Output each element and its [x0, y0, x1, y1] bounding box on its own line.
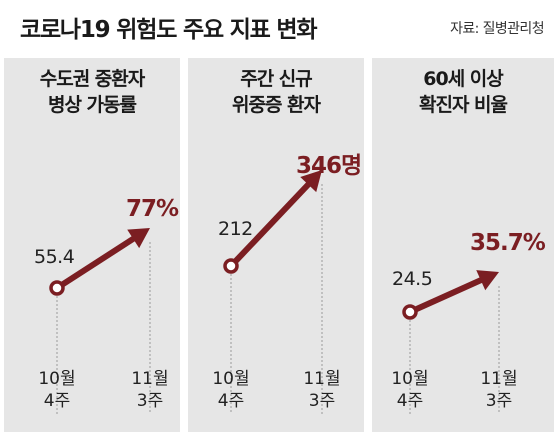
- source-note: 자료: 질병관리청: [450, 21, 545, 37]
- x-tick-start: 10월 4주: [206, 368, 256, 412]
- panel-elderly-ratio: 60세 이상 확진자 비율 24.5 35.7% 10월 4주 11월 3주: [372, 58, 554, 432]
- x-tick-end: 11월 3주: [125, 368, 175, 412]
- end-value-label: 35.7%: [470, 230, 546, 256]
- x-tick-week: 3주: [136, 391, 164, 411]
- start-value-label: 55.4: [34, 246, 75, 268]
- x-tick-month: 11월: [131, 369, 169, 389]
- series-line: [55, 235, 137, 291]
- end-value-label: 346명: [296, 153, 362, 179]
- panel-title: 주간 신규 위중증 환자: [188, 66, 364, 118]
- panel-title-line-2: 확진자 비율: [418, 94, 508, 116]
- start-point-marker: [49, 280, 65, 296]
- panel-title-line-1: 수도권 중환자: [39, 68, 146, 90]
- x-tick-week: 3주: [485, 391, 513, 411]
- x-tick-month: 10월: [391, 369, 429, 389]
- start-point-marker: [402, 304, 418, 320]
- x-tick-week: 4주: [217, 391, 245, 411]
- start-value-label: 24.5: [392, 268, 433, 290]
- chart-title: 코로나19 위험도 주요 지표 변화: [20, 17, 318, 43]
- panel-title-line-2: 위중증 환자: [231, 94, 321, 116]
- series-line: [408, 276, 484, 315]
- panel-chart-svg: [223, 170, 323, 414]
- panel-title-line-2: 병상 가동률: [47, 94, 137, 116]
- x-tick-week: 4주: [43, 391, 71, 411]
- panel-title-line-1: 60세 이상: [423, 68, 504, 90]
- start-value-label: 212: [218, 218, 253, 240]
- end-value-label: 77%: [126, 196, 179, 222]
- x-tick-week: 3주: [308, 391, 336, 411]
- x-tick-end: 11월 3주: [297, 368, 347, 412]
- series-line: [228, 180, 312, 269]
- panel-severe-cases: 주간 신규 위중증 환자 212 346명 10월 4주 11월 3주: [188, 58, 364, 432]
- arrow-head: [127, 228, 150, 249]
- arrow-head: [300, 170, 322, 193]
- x-tick-month: 10월: [212, 369, 250, 389]
- panel-chart-svg: [49, 228, 151, 414]
- panel-title-line-1: 주간 신규: [240, 68, 313, 90]
- panel-title: 수도권 중환자 병상 가동률: [4, 66, 180, 118]
- x-tick-end: 11월 3주: [474, 368, 524, 412]
- panel-title: 60세 이상 확진자 비율: [372, 66, 554, 118]
- x-tick-start: 10월 4주: [32, 368, 82, 412]
- arrow-head: [476, 270, 499, 291]
- x-tick-month: 11월: [303, 369, 341, 389]
- x-tick-month: 10월: [38, 369, 76, 389]
- x-tick-month: 11월: [480, 369, 518, 389]
- panel-chart-svg: [402, 270, 500, 414]
- x-tick-start: 10월 4주: [385, 368, 435, 412]
- panel-icu-occupancy: 수도권 중환자 병상 가동률 55.4 77% 10월 4주 11월 3주: [4, 58, 180, 432]
- start-point-marker: [223, 258, 239, 274]
- x-tick-week: 4주: [396, 391, 424, 411]
